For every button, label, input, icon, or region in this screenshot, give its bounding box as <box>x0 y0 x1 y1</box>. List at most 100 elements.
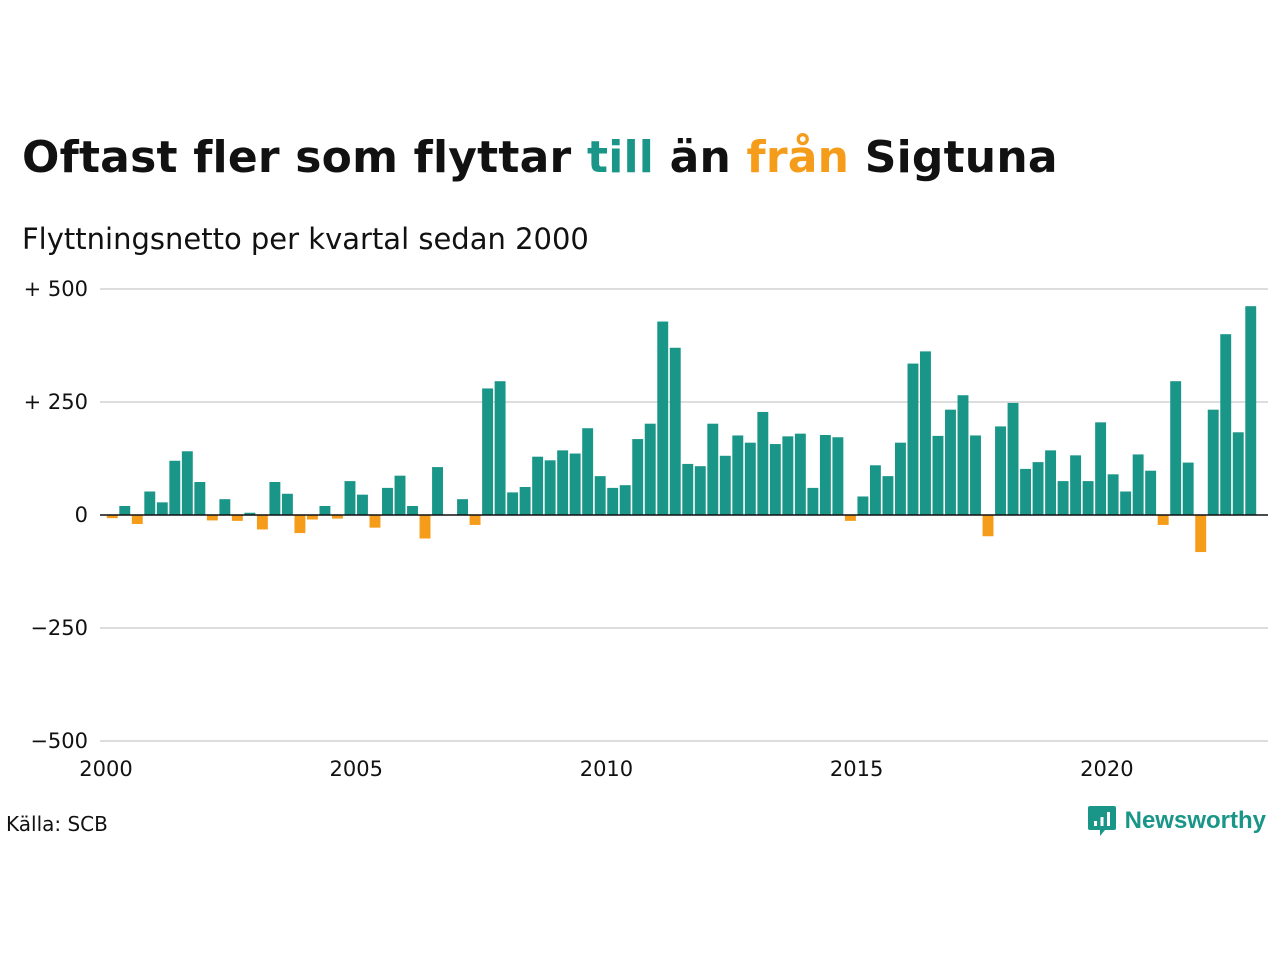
bar-2018K2 <box>1020 468 1031 515</box>
chart-subtitle: Flyttningsnetto per kvartal sedan 2000 <box>22 222 589 256</box>
bar-2017K2 <box>970 435 981 515</box>
bar-2014K2 <box>819 435 831 515</box>
bar-2019K4 <box>1095 422 1107 515</box>
bar-2011K3 <box>682 463 694 515</box>
bar-2000K3 <box>131 515 143 525</box>
bar-2016K4 <box>945 409 956 515</box>
x-tick-label: 2000 <box>79 757 132 781</box>
bar-2002K4 <box>244 512 256 515</box>
bar-2003K1 <box>256 515 268 530</box>
bar-2012K3 <box>732 435 744 515</box>
bar-2016K3 <box>932 435 944 515</box>
bar-2009K2 <box>569 453 581 515</box>
bar-2011K2 <box>669 347 681 515</box>
bar-2010K3 <box>632 439 644 515</box>
bar-2014K1 <box>807 487 819 515</box>
bar-2021K1 <box>1157 515 1169 525</box>
bar-2017K3 <box>982 515 994 537</box>
bar-2012K4 <box>744 442 756 515</box>
bar-2015K3 <box>882 476 894 515</box>
bar-2008K2 <box>519 486 531 515</box>
source-note: Källa: SCB <box>6 812 108 836</box>
bar-2013K3 <box>782 436 794 515</box>
bar-2009K1 <box>557 450 569 515</box>
y-tick-label: −250 <box>30 616 88 640</box>
bar-2020K1 <box>1107 474 1119 515</box>
bar-2014K3 <box>832 437 844 515</box>
brand-name: Newsworthy <box>1124 807 1266 834</box>
title-part-2: än <box>654 132 747 183</box>
bar-2017K1 <box>957 395 969 515</box>
bar-2011K4 <box>694 466 706 515</box>
bar-2002K1 <box>206 515 218 521</box>
bar-2002K2 <box>219 499 231 515</box>
bar-2019K3 <box>1082 481 1094 515</box>
bar-2008K1 <box>507 492 519 515</box>
bar-2000K2 <box>119 505 131 515</box>
bar-2022K4 <box>1245 306 1257 515</box>
bar-2004K3 <box>332 515 343 519</box>
x-tick-label: 2005 <box>329 757 382 781</box>
bar-2008K3 <box>532 456 544 515</box>
bar-2005K1 <box>357 494 368 515</box>
bar-2003K2 <box>269 482 281 515</box>
bar-2016K1 <box>907 363 919 515</box>
bar-2005K2 <box>369 515 381 528</box>
x-tick-label: 2010 <box>580 757 633 781</box>
bar-2010K1 <box>607 487 619 515</box>
bar-2019K2 <box>1070 455 1082 515</box>
bar-2003K3 <box>281 493 293 515</box>
y-tick-label: + 250 <box>24 390 88 414</box>
chart-title: Oftast fler som flyttar till än från Sig… <box>22 132 1058 183</box>
bar-2013K1 <box>757 411 769 515</box>
bar-2020K3 <box>1132 454 1144 515</box>
bar-2022K3 <box>1232 432 1244 515</box>
bar-2007K1 <box>457 499 469 515</box>
bar-2006K1 <box>407 505 418 515</box>
bar-2021K3 <box>1182 462 1194 515</box>
bar-2004K2 <box>319 505 331 515</box>
bar-2018K3 <box>1032 462 1044 515</box>
bar-2010K2 <box>619 485 631 515</box>
bars <box>106 306 1257 553</box>
bar-2015K1 <box>857 496 869 515</box>
bar-2005K3 <box>382 487 393 515</box>
bar-2000K4 <box>144 491 156 515</box>
x-tick-label: 2020 <box>1080 757 1133 781</box>
bar-2018K4 <box>1045 450 1057 515</box>
bar-2021K2 <box>1170 381 1182 515</box>
bar-2015K2 <box>869 465 881 515</box>
bar-2007K3 <box>482 388 494 515</box>
bar-2019K1 <box>1057 481 1069 515</box>
bar-2018K1 <box>1007 402 1019 515</box>
y-tick-label: + 500 <box>24 277 88 301</box>
bar-2007K2 <box>469 515 481 525</box>
x-tick-label: 2015 <box>830 757 883 781</box>
bar-2013K4 <box>794 433 806 515</box>
bar-2020K4 <box>1145 470 1157 515</box>
bar-2007K4 <box>494 381 506 515</box>
bar-2022K2 <box>1220 334 1232 515</box>
bar-2017K4 <box>995 426 1006 515</box>
bar-2022K1 <box>1207 409 1219 515</box>
grid-lines <box>100 288 1268 742</box>
bar-2004K4 <box>344 481 356 515</box>
title-part-1: Oftast fler som flyttar <box>22 132 587 183</box>
title-fran: från <box>746 132 850 183</box>
bar-2009K3 <box>582 428 594 515</box>
y-axis-labels: + 500 + 250 0 −250 −500 <box>24 277 88 753</box>
bar-2008K4 <box>544 460 556 515</box>
bar-2002K3 <box>231 515 243 521</box>
bar-2012K2 <box>719 455 731 515</box>
newsworthy-icon <box>1087 806 1116 836</box>
bar-2005K4 <box>394 475 406 515</box>
bar-2015K4 <box>894 442 906 515</box>
bar-2016K2 <box>920 351 931 515</box>
x-axis-labels: 2000 2005 2010 2015 2020 <box>79 757 1133 781</box>
bar-2001K4 <box>194 482 206 515</box>
bar-2006K3 <box>432 467 443 515</box>
brand-logo: Newsworthy <box>1087 804 1266 838</box>
bar-2000K1 <box>106 515 118 519</box>
bar-2003K4 <box>294 515 306 534</box>
y-tick-label: −500 <box>30 729 88 753</box>
